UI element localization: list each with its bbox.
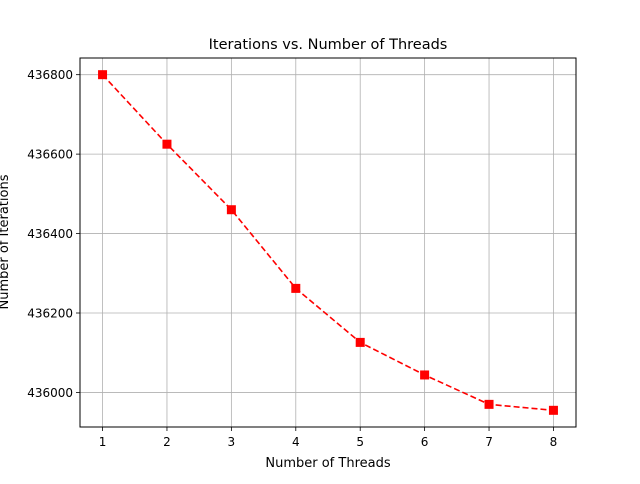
x-axis-label: Number of Threads (265, 456, 390, 471)
data-point-marker (291, 283, 301, 293)
data-point-marker (484, 399, 494, 409)
x-tick-label: 5 (356, 435, 364, 449)
y-axis-label: Number of Iterations (0, 174, 12, 309)
data-point-marker (226, 205, 236, 215)
x-tick-label: 2 (163, 435, 171, 449)
series-layer (98, 70, 558, 415)
grid-lines (80, 58, 576, 427)
x-tick-label: 1 (99, 435, 107, 449)
chart-title: Iterations vs. Number of Threads (209, 37, 448, 53)
x-tick-label: 3 (228, 435, 236, 449)
x-tick-label: 7 (485, 435, 493, 449)
data-point-marker (420, 370, 430, 380)
data-point-marker (162, 139, 172, 149)
plot-frame (79, 57, 577, 428)
data-point-marker (355, 337, 365, 347)
y-tick-label: 436000 (27, 386, 73, 400)
data-point-marker (548, 405, 558, 415)
x-tick-label: 4 (292, 435, 300, 449)
x-tick-label: 6 (421, 435, 429, 449)
y-tick-label: 436800 (27, 68, 73, 82)
data-point-marker (98, 70, 108, 80)
series-line (101, 74, 554, 412)
y-tick-label: 436600 (27, 148, 73, 162)
y-tick-label: 436400 (27, 227, 73, 241)
y-tick-label: 436200 (27, 307, 73, 321)
axis-ticks: 1 2 3 4 5 6 7 8 436000 436200 436400 436600 436800 (27, 68, 557, 449)
x-tick-label: 8 (550, 435, 558, 449)
